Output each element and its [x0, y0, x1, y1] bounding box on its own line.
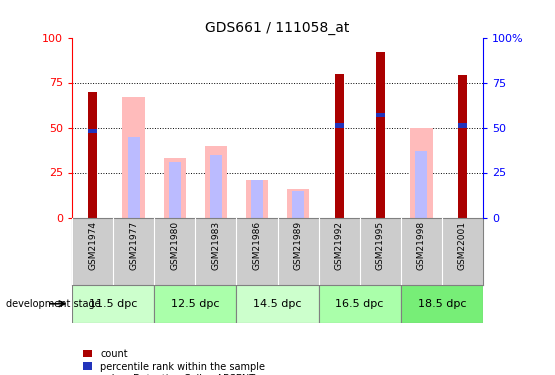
- Text: GSM21992: GSM21992: [335, 221, 344, 270]
- Bar: [246, 180, 268, 218]
- Bar: [287, 189, 309, 218]
- Bar: [292, 190, 304, 217]
- Text: GSM21983: GSM21983: [211, 221, 220, 270]
- Legend: count, percentile rank within the sample, value, Detection Call = ABSENT, rank, : count, percentile rank within the sample…: [83, 349, 265, 375]
- Bar: [376, 52, 385, 217]
- Bar: [335, 123, 344, 128]
- Text: GSM22001: GSM22001: [458, 221, 467, 270]
- Text: 11.5 dpc: 11.5 dpc: [89, 299, 138, 309]
- Bar: [410, 128, 432, 218]
- Bar: [415, 151, 427, 217]
- Bar: [128, 136, 140, 218]
- Bar: [319, 285, 401, 322]
- Bar: [205, 146, 227, 218]
- Bar: [72, 285, 154, 322]
- Bar: [376, 112, 385, 117]
- Bar: [88, 92, 97, 218]
- Bar: [335, 74, 344, 217]
- Text: GSM21980: GSM21980: [170, 221, 179, 270]
- Bar: [401, 285, 483, 322]
- Text: GSM21989: GSM21989: [294, 221, 302, 270]
- Bar: [164, 158, 186, 218]
- Bar: [123, 97, 145, 218]
- Bar: [458, 75, 467, 217]
- Text: 12.5 dpc: 12.5 dpc: [171, 299, 220, 309]
- Text: GSM21998: GSM21998: [417, 221, 426, 270]
- Text: GSM21974: GSM21974: [88, 221, 97, 270]
- Bar: [458, 123, 467, 128]
- Bar: [251, 180, 263, 218]
- Bar: [210, 154, 222, 218]
- Text: GSM21977: GSM21977: [129, 221, 138, 270]
- Bar: [88, 129, 97, 134]
- Text: development stage: development stage: [6, 299, 100, 309]
- Title: GDS661 / 111058_at: GDS661 / 111058_at: [205, 21, 350, 35]
- Text: 14.5 dpc: 14.5 dpc: [253, 299, 302, 309]
- Bar: [169, 162, 181, 218]
- Text: GSM21995: GSM21995: [376, 221, 385, 270]
- Bar: [154, 285, 236, 322]
- Text: 16.5 dpc: 16.5 dpc: [335, 299, 384, 309]
- Text: 18.5 dpc: 18.5 dpc: [417, 299, 466, 309]
- Bar: [236, 285, 319, 322]
- Text: GSM21986: GSM21986: [253, 221, 261, 270]
